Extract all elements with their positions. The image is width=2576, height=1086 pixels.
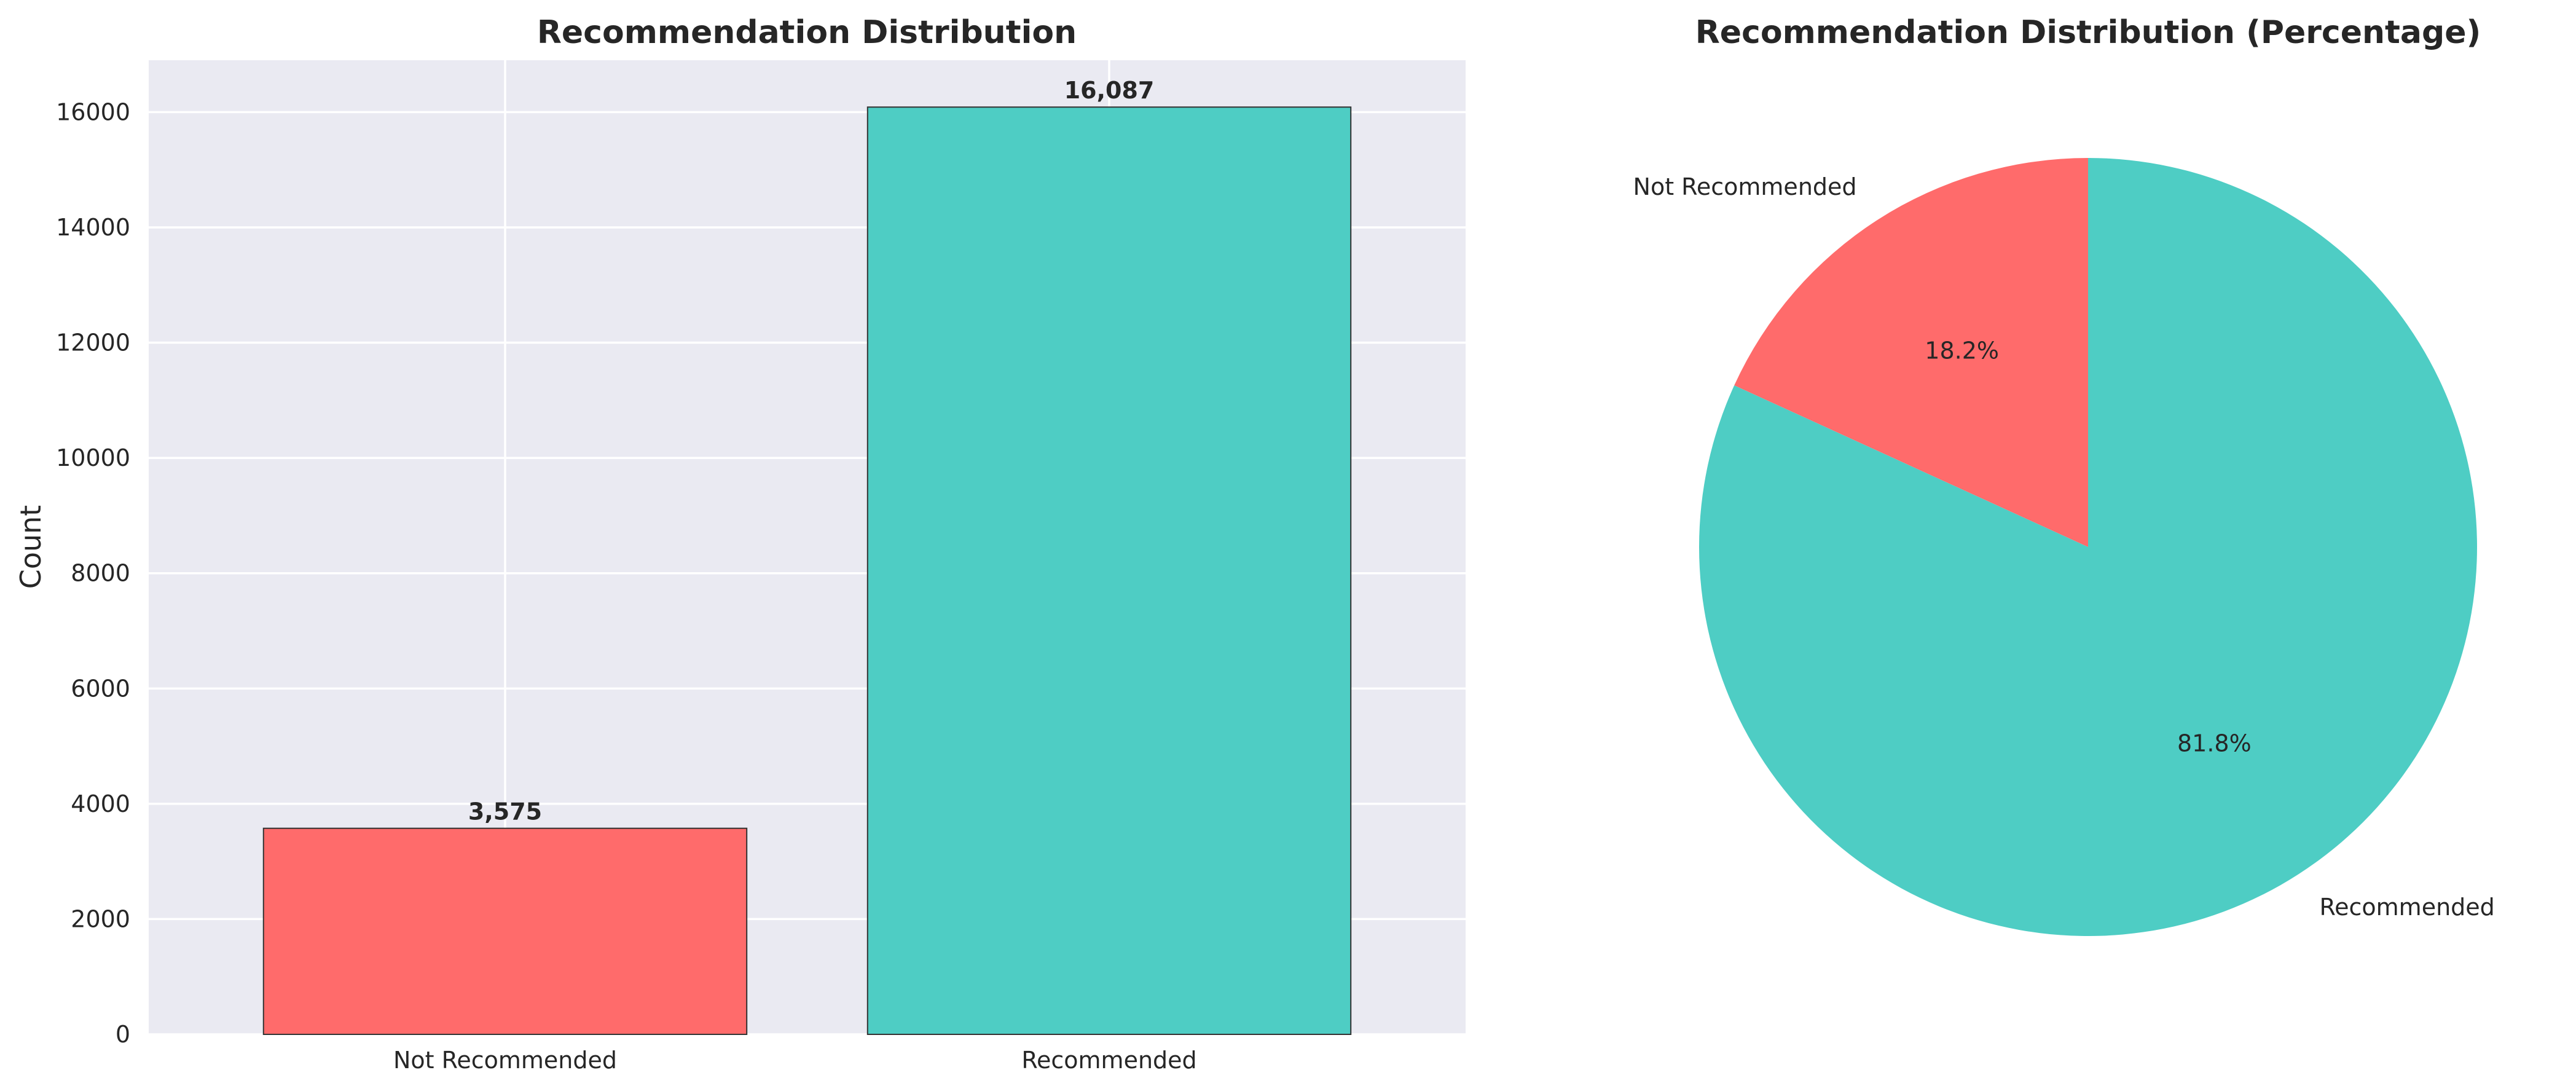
pie-chart-title: Recommendation Distribution (Percentage) xyxy=(1695,14,2481,51)
bar-chart-title: Recommendation Distribution xyxy=(537,14,1077,51)
pie-series xyxy=(1699,158,2478,936)
bar-y-tick-label: 0 xyxy=(116,1021,130,1048)
pie-slice-label: Recommended xyxy=(2319,894,2494,921)
bar-chart-panel: 0 2000 4000 6000 8000 10000 12000 14000 16000 No… xyxy=(14,14,1466,1074)
bar-y-axis-label: Count xyxy=(14,505,47,589)
pie-slice-label: Not Recommended xyxy=(1633,173,1857,200)
pie-slice-recommended xyxy=(1699,158,2478,936)
pie-percent-labels: 18.2% 81.8% xyxy=(1925,337,2251,757)
bar-series xyxy=(262,106,1352,1036)
bar-value-labels: 3,575 16,087 xyxy=(468,77,1154,825)
bar-y-tick-label: 4000 xyxy=(71,790,130,817)
bar-value-label: 16,087 xyxy=(1064,77,1155,104)
bar-y-tick-label: 2000 xyxy=(71,905,130,932)
bar-x-tick-label: Not Recommended xyxy=(393,1047,617,1074)
bar-y-tick-label: 10000 xyxy=(56,444,130,471)
pie-percent-label: 81.8% xyxy=(2177,730,2252,757)
bar-x-tick-label: Recommended xyxy=(1021,1047,1196,1074)
bar-value-label: 3,575 xyxy=(468,798,542,825)
pie-percent-label: 18.2% xyxy=(1925,337,1999,364)
bar-y-tick-label: 6000 xyxy=(71,675,130,702)
bar-y-tick-label: 14000 xyxy=(56,214,130,241)
bar-recommended xyxy=(866,106,1352,1036)
pie-chart-panel: Not Recommended Recommended 18.2% 81.8% Re… xyxy=(1633,14,2495,936)
bar-y-tick-label: 16000 xyxy=(56,98,130,125)
bar-y-tick-label: 8000 xyxy=(71,560,130,587)
bar-y-tick-labels: 0 2000 4000 6000 8000 10000 12000 14000 16000 xyxy=(56,98,130,1048)
bar-not-recommended xyxy=(262,827,748,1035)
bar-x-tick-labels: Not Recommended Recommended xyxy=(393,1047,1197,1074)
pie-slice-labels: Not Recommended Recommended xyxy=(1633,173,2495,921)
pie-slice-not-recommended xyxy=(1734,158,2088,547)
bar-y-tick-label: 12000 xyxy=(56,329,130,356)
